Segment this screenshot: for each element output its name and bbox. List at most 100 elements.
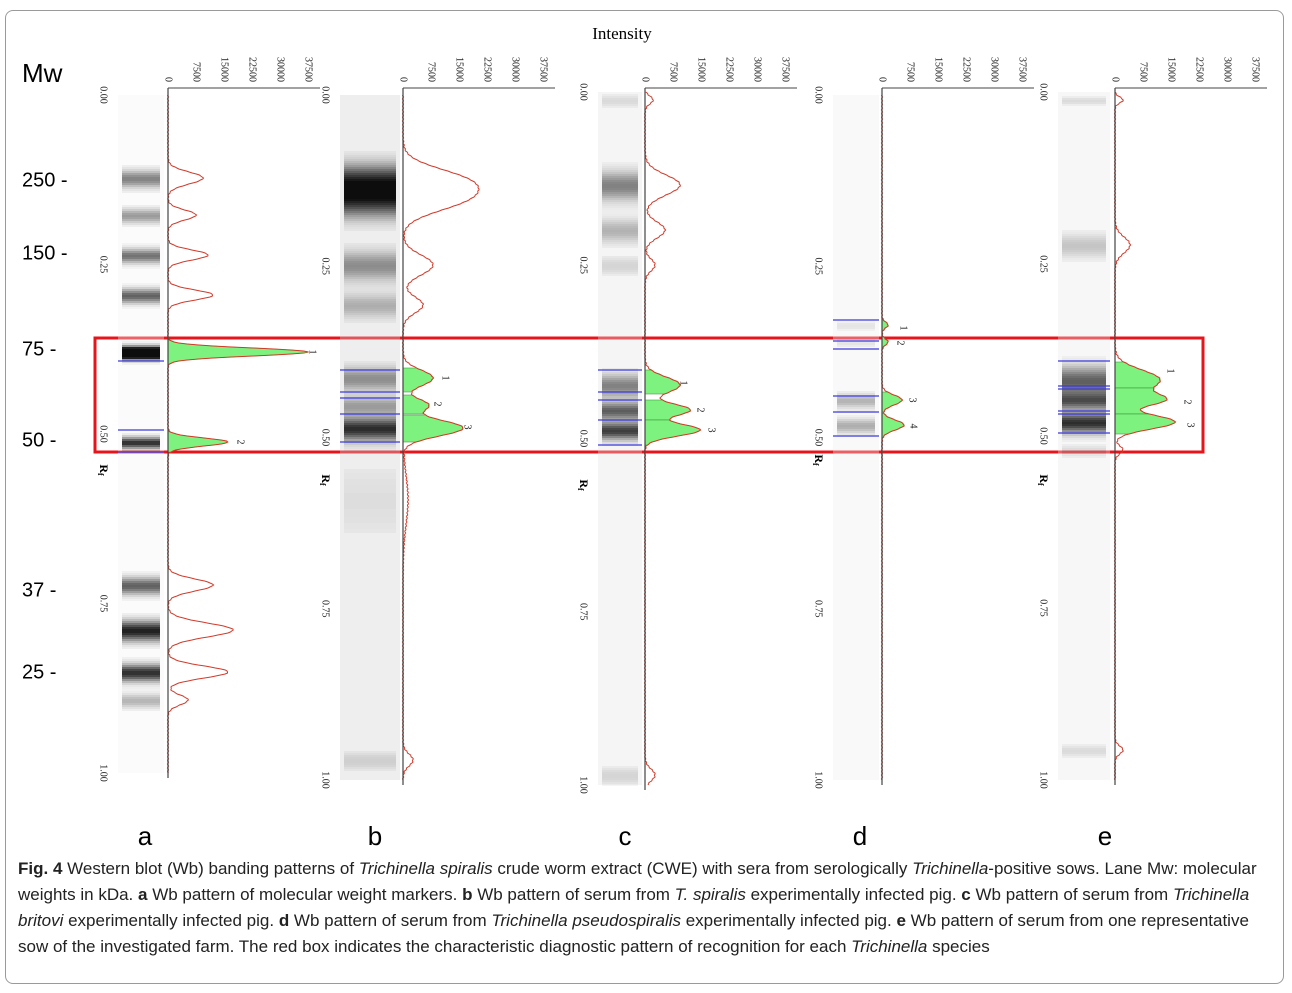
gel-band (344, 203, 396, 205)
gel-band (122, 433, 160, 435)
gel-band (1062, 424, 1106, 426)
gel-band (122, 625, 160, 627)
gel-band (122, 165, 160, 167)
gel-band (122, 599, 160, 601)
gel-band (344, 177, 396, 179)
gel-band (344, 189, 396, 191)
gel-band (1062, 440, 1106, 442)
gel-band (344, 383, 396, 385)
gel-band (602, 410, 638, 412)
gel-band (122, 287, 160, 289)
peak-label: 3 (1185, 423, 1196, 428)
gel-band (122, 439, 160, 441)
gel-band (344, 183, 396, 185)
gel-band (602, 782, 638, 784)
gel-band (122, 709, 160, 711)
rf-label: Rf (96, 464, 111, 476)
gel-band (344, 209, 396, 211)
gel-band (344, 751, 396, 753)
gel-band (122, 245, 160, 247)
gel-band (122, 251, 160, 253)
rf-subscript: f (96, 473, 105, 476)
gel-band (122, 617, 160, 619)
gel-band (1062, 754, 1106, 756)
gel-band (344, 179, 396, 181)
gel-band (122, 183, 160, 185)
gel-band (1062, 376, 1106, 378)
gel-band (344, 399, 396, 401)
gel-band (344, 469, 396, 471)
gel-band (344, 753, 396, 755)
gel-band (602, 176, 638, 178)
gel-band (344, 363, 396, 365)
gel-band (122, 305, 160, 307)
gel-band (1062, 368, 1106, 370)
gel-band (344, 415, 396, 417)
gel-band (344, 169, 396, 171)
peak-label: 1 (307, 350, 318, 355)
gel-band (602, 212, 638, 214)
gel-band (837, 405, 875, 407)
gel-band (837, 343, 875, 345)
gel-band (1062, 444, 1106, 446)
intensity-tick-label: 0 (640, 77, 651, 82)
caption-text: experimentally infected pig. (681, 911, 896, 930)
rf-subscript: f (318, 483, 327, 486)
gel-band (1062, 438, 1106, 440)
intensity-tick-label: 15000 (696, 57, 707, 82)
gel-band (602, 204, 638, 206)
gel-band (122, 677, 160, 679)
caption-text: Trichinella (912, 859, 988, 878)
gel-band (344, 509, 396, 511)
intensity-tick-label: 30000 (989, 57, 1000, 82)
peak-area (1115, 414, 1175, 434)
gel-band (122, 285, 160, 287)
gel-band (602, 424, 638, 426)
gel-band (1062, 756, 1106, 758)
gel-band (122, 261, 160, 263)
gel-band (122, 259, 160, 261)
caption-text: Wb pattern of serum from (472, 885, 674, 904)
gel-band (122, 579, 160, 581)
gel-band (602, 208, 638, 210)
gel-band (602, 106, 638, 108)
gel-band (122, 695, 160, 697)
intensity-tick-label: 30000 (1222, 57, 1233, 82)
gel-band (344, 181, 396, 183)
page: Intensity Mw 250 -150 -75 -50 -37 -25 -0… (0, 0, 1292, 993)
gel-band (122, 247, 160, 249)
gel-band (602, 162, 638, 164)
gel-band (344, 279, 396, 281)
gel-band (602, 422, 638, 424)
gel-band (122, 167, 160, 169)
gel-band (602, 372, 638, 374)
caption-text: experimentally infected pig. (63, 911, 278, 930)
gel-band (1062, 96, 1106, 98)
gel-band (122, 187, 160, 189)
peak-area (168, 426, 228, 452)
gel-band (344, 433, 396, 435)
gel-band (602, 268, 638, 270)
gel-band (122, 169, 160, 171)
peak-label: 3 (907, 398, 918, 403)
gel-band (344, 531, 396, 533)
gel-band (602, 186, 638, 188)
gel-band (1062, 382, 1106, 384)
intensity-profile (1114, 92, 1175, 780)
gel-band (1062, 406, 1106, 408)
rf-tick-label: 0.75 (813, 600, 824, 618)
gel-band (602, 256, 638, 258)
gel-band (837, 427, 875, 429)
gel-band (122, 353, 160, 355)
intensity-tick-label: 30000 (510, 57, 521, 82)
gel-band (1062, 400, 1106, 402)
gel-band (122, 587, 160, 589)
gel-band (122, 291, 160, 293)
gel-band (344, 251, 396, 253)
gel-band (122, 225, 160, 227)
gel-band (344, 255, 396, 257)
rf-subscript: f (1036, 483, 1045, 486)
gel-band (1062, 374, 1106, 376)
gel-band (1062, 240, 1106, 242)
gel-band (344, 511, 396, 513)
